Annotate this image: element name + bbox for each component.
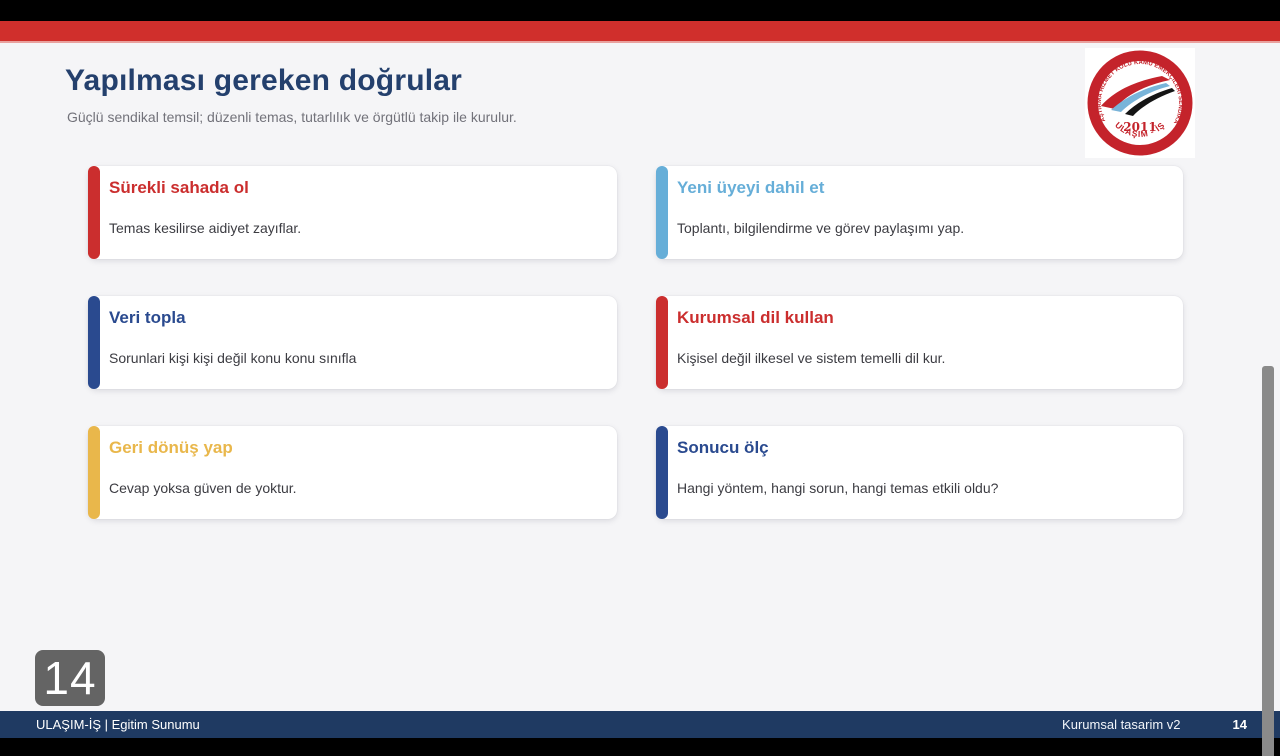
footer-right-group: Kurumsal tasarim v2 14: [1062, 717, 1247, 732]
card-body: Cevap yoksa güven de yoktur.: [109, 480, 297, 496]
footer-page-number: 14: [1232, 717, 1247, 732]
card-geri-donus-yap: Geri dönüş yap Cevap yoksa güven de yokt…: [88, 426, 617, 519]
card-veri-topla: Veri topla Sorunlari kişi kişi değil kon…: [88, 296, 617, 389]
page-number-badge: 14: [35, 650, 105, 706]
card-accent-bar: [88, 296, 100, 389]
card-accent-bar: [656, 426, 668, 519]
scrollbar-thumb[interactable]: [1262, 366, 1274, 756]
slide-top-accent-bar: [0, 21, 1280, 43]
footer-version-label: Kurumsal tasarim v2: [1062, 717, 1181, 732]
logo-year: 2011: [1123, 120, 1156, 134]
card-kurumsal-dil-kullan: Kurumsal dil kullan Kişisel değil ilkese…: [656, 296, 1183, 389]
card-title: Geri dönüş yap: [109, 438, 233, 457]
letterbox-bottom: [0, 738, 1280, 756]
card-title: Kurumsal dil kullan: [677, 308, 834, 327]
card-accent-bar: [88, 166, 100, 259]
cards-grid: Sürekli sahada ol Temas kesilirse aidiye…: [88, 166, 1183, 519]
footer-org-label: ULAŞIM-İŞ | Egitim Sunumu: [36, 717, 200, 732]
card-body: Temas kesilirse aidiyet zayıflar.: [109, 220, 302, 236]
card-title: Sürekli sahada ol: [109, 178, 249, 197]
card-body: Sorunlari kişi kişi değil konu konu sını…: [109, 350, 357, 366]
org-logo: ULAŞTIRMA HİZMET KOLU KAMU EMEKÇİLERİ SE…: [1083, 44, 1195, 158]
card-body: Hangi yöntem, hangi sorun, hangi temas e…: [677, 480, 999, 496]
card-sonucu-olc: Sonucu ölç Hangi yöntem, hangi sorun, ha…: [656, 426, 1183, 519]
letterbox-top: [0, 0, 1280, 21]
card-accent-bar: [656, 296, 668, 389]
card-accent-bar: [88, 426, 100, 519]
card-yeni-uyeyi-dahil-et: Yeni üyeyi dahil et Toplantı, bilgilendi…: [656, 166, 1183, 259]
org-logo-graphic: ULAŞTIRMA HİZMET KOLU KAMU EMEKÇİLERİ SE…: [1083, 44, 1193, 156]
card-body: Toplantı, bilgilendirme ve görev paylaşı…: [677, 220, 965, 236]
card-title: Sonucu ölç: [677, 438, 769, 457]
card-title: Yeni üyeyi dahil et: [677, 178, 825, 197]
card-body: Kişisel değil ilkesel ve sistem temelli …: [677, 350, 946, 366]
card-accent-bar: [656, 166, 668, 259]
page-subtitle: Güçlü sendikal temsil; düzenli temas, tu…: [67, 109, 517, 125]
slide-footer: ULAŞIM-İŞ | Egitim Sunumu Kurumsal tasar…: [0, 711, 1280, 738]
card-title: Veri topla: [109, 308, 186, 327]
page-title: Yapılması gereken doğrular: [65, 64, 463, 97]
card-surekli-sahada-ol: Sürekli sahada ol Temas kesilirse aidiye…: [88, 166, 617, 259]
logo-road-swoosh-icon: [1101, 76, 1175, 116]
